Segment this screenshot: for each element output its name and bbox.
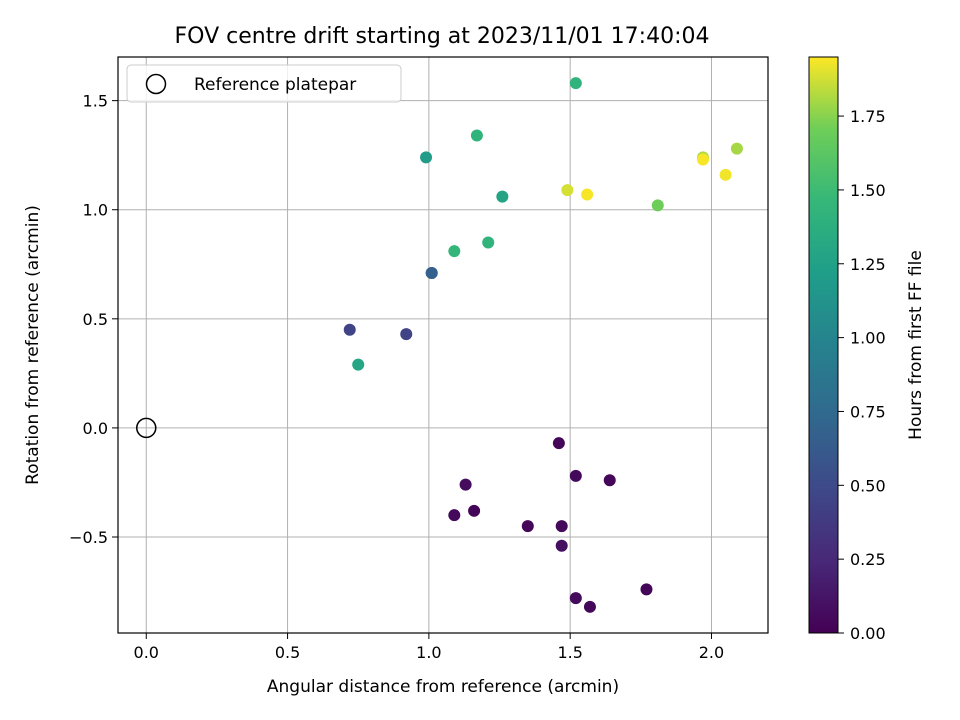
scatter-point <box>730 142 743 155</box>
y-axis-label: Rotation from reference (arcmin) <box>23 205 43 485</box>
scatter-point <box>552 437 565 450</box>
scatter-point <box>448 245 461 258</box>
colorbar-tick-label: 0.50 <box>850 476 886 495</box>
y-axis: −0.5 0.0 0.5 1.0 1.5 <box>69 92 118 547</box>
scatter-point <box>400 328 413 341</box>
y-tick-label: −0.5 <box>69 528 108 547</box>
scatter-point <box>569 469 582 482</box>
x-tick-label: 2.0 <box>699 643 724 662</box>
scatter-point <box>352 358 365 371</box>
x-axis-label: Angular distance from reference (arcmin) <box>267 677 619 697</box>
legend-marker-reference <box>145 73 167 95</box>
y-tick-label: 0.5 <box>83 310 108 329</box>
y-tick-label: 1.5 <box>83 92 108 111</box>
scatter-point <box>569 77 582 90</box>
x-axis: 0.0 0.5 1.0 1.5 2.0 <box>134 633 724 662</box>
legend-label-reference: Reference platepar <box>194 75 356 95</box>
x-tick-label: 0.5 <box>275 643 300 662</box>
colorbar-label: Hours from first FF file <box>906 250 926 440</box>
colorbar-tick-label: 1.75 <box>850 107 886 126</box>
plot-background <box>118 57 768 633</box>
scatter-point <box>343 323 356 336</box>
reference-marker-layer <box>136 417 157 439</box>
x-tick-label: 0.0 <box>134 643 159 662</box>
plot-frame <box>117 56 769 634</box>
scatter-point <box>583 600 596 613</box>
scatter-point <box>448 509 461 522</box>
scatter-point <box>425 267 438 279</box>
colorbar-tick-label: 1.50 <box>850 181 886 200</box>
colorbar-gradient <box>808 56 839 634</box>
scatter-point <box>470 129 483 142</box>
scatter-point <box>581 188 594 201</box>
scatter-point <box>555 539 568 552</box>
colorbar-tick-label: 1.00 <box>850 329 886 348</box>
scatter-point <box>482 236 495 249</box>
scatter-point <box>468 504 481 517</box>
x-tick-label: 1.0 <box>416 643 441 662</box>
scatter-point <box>697 153 709 166</box>
scatter-point <box>496 190 509 203</box>
scatter-point <box>561 184 574 197</box>
scatter-point <box>651 199 664 212</box>
y-tick-label: 0.0 <box>83 419 108 438</box>
scatter-points <box>343 77 743 613</box>
colorbar-tick-label: 0.00 <box>850 624 886 643</box>
colorbar-tick-label: 0.25 <box>850 550 886 569</box>
scatter-point <box>640 583 653 596</box>
scatter-point <box>603 474 616 487</box>
colorbar-ticks: 0.00 0.25 0.50 0.75 1.00 1.25 1.50 1.75 <box>838 107 886 643</box>
chart-title: FOV centre drift starting at 2023/11/01 … <box>175 24 710 49</box>
colorbar-tick-label: 1.25 <box>850 255 886 274</box>
x-tick-label: 1.5 <box>557 643 582 662</box>
legend-box <box>126 64 402 103</box>
colorbar-tick-label: 0.75 <box>850 402 886 421</box>
scatter-point <box>569 592 582 605</box>
y-tick-label: 1.0 <box>83 201 108 220</box>
legend: Reference platepar <box>126 64 402 103</box>
scatter-point <box>521 520 534 533</box>
colorbar: 0.00 0.25 0.50 0.75 1.00 1.25 1.50 1.75 Hours f… <box>808 56 926 643</box>
scatter-point <box>555 520 568 533</box>
scatter-point <box>719 168 732 181</box>
scatter-point <box>420 151 433 164</box>
scatter-point <box>459 478 472 491</box>
reference-marker <box>136 417 157 439</box>
